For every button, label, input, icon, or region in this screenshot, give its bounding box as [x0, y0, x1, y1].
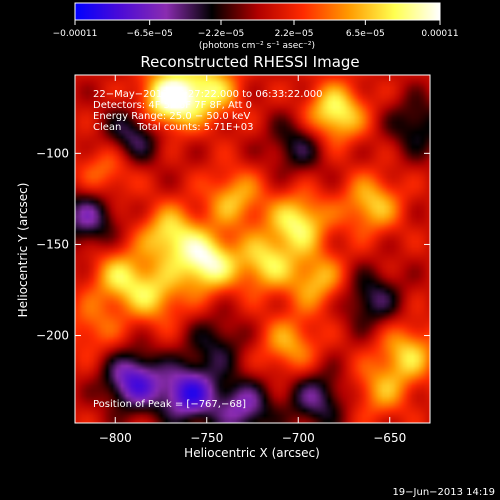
colorbar-tick-label: −0.00011 — [53, 29, 98, 39]
y-tick-label: −150 — [36, 237, 69, 251]
x-tick-label: −700 — [282, 431, 315, 445]
colorbar-unit-label: (photons cm⁻² s⁻¹ asec⁻²) — [199, 41, 315, 51]
y-axis-title: Heliocentric Y (arcsec) — [16, 183, 30, 318]
colorbar-tick-label: 0.00011 — [421, 29, 458, 39]
y-tick-label: −200 — [36, 329, 69, 343]
heatmap-image — [75, 75, 430, 423]
x-axis-ticks: −800 −750 −700 −650 — [99, 75, 406, 445]
colorbar-tick-label: 2.2e−05 — [275, 29, 314, 39]
annotation-peak-position: Position of Peak = [−767,−68] — [93, 399, 246, 410]
colorbar-tick-label: −2.2e−05 — [198, 29, 244, 39]
y-tick-label: −100 — [36, 146, 69, 160]
x-tick-label: −800 — [99, 431, 132, 445]
annotation-clean-counts: Clean Total counts: 5.71E+03 — [93, 122, 253, 133]
colorbar-tick-label: −6.5e−05 — [126, 29, 172, 39]
timestamp: 19−Jun−2013 14:19 — [392, 487, 495, 498]
annotation-time-range: 22−May−2013 06:27:22.000 to 06:33:22.000 — [93, 89, 323, 100]
x-axis-title: Heliocentric X (arcsec) — [184, 446, 320, 460]
annotation-energy-range: Energy Range: 25.0 − 50.0 keV — [93, 111, 250, 122]
x-tick-label: −750 — [190, 431, 223, 445]
colorbar-ticks: −0.00011 −6.5e−05 −2.2e−05 2.2e−05 6.5e−05 0.… — [53, 20, 459, 39]
x-tick-label: −650 — [373, 431, 406, 445]
annotation-detectors: Detectors: 4F 5F 6F 7F 8F, Att 0 — [93, 100, 252, 111]
plot-title: Reconstructed RHESSI Image — [140, 53, 359, 71]
plot-frame — [74, 74, 431, 424]
colorbar-tick-label: 6.5e−05 — [346, 29, 385, 39]
y-axis-ticks: −100 −150 −200 — [36, 146, 430, 343]
colorbar — [74, 2, 441, 21]
